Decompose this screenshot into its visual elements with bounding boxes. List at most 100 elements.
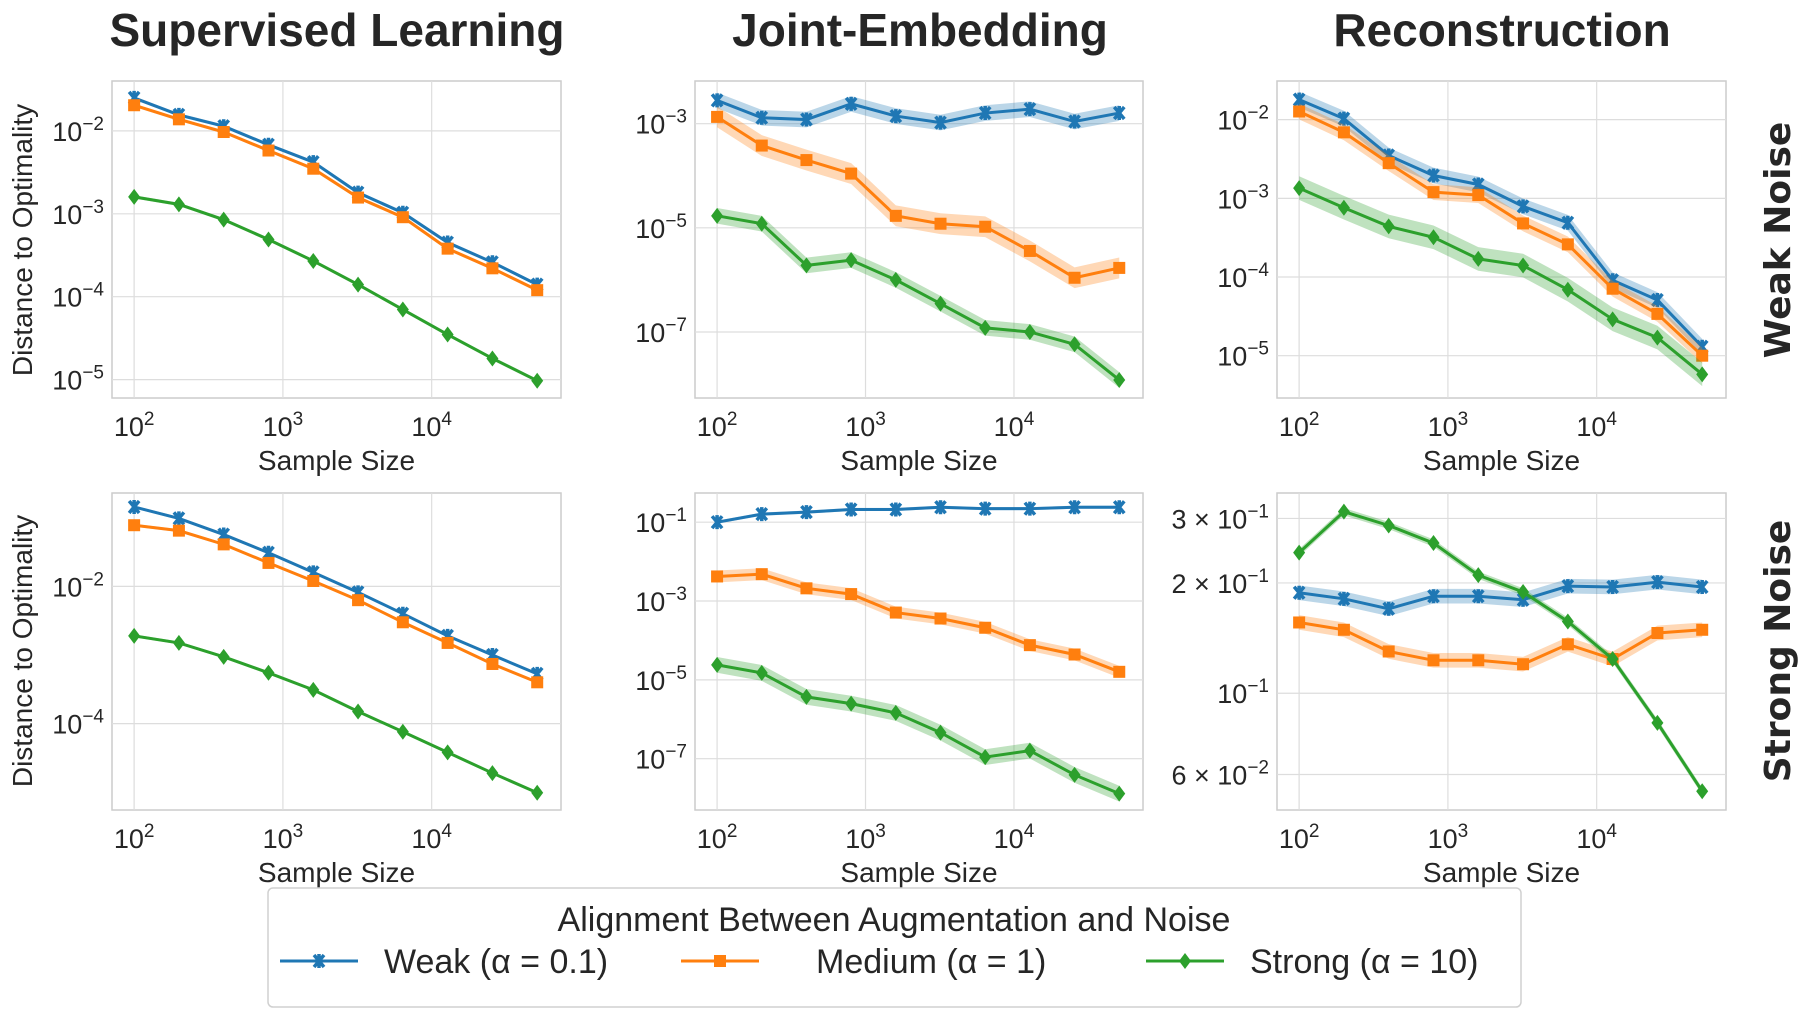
- data-point-weak: [934, 115, 947, 130]
- data-point-strong: [1113, 371, 1126, 388]
- x-tick-label: 104: [1576, 821, 1617, 854]
- series-line-medium: [133, 103, 538, 292]
- data-point-strong: [711, 656, 724, 673]
- series-line-strong: [1298, 509, 1704, 793]
- x-axis-label: Sample Size: [1423, 445, 1580, 476]
- data-point-medium: [217, 538, 230, 551]
- data-point-strong: [1472, 567, 1485, 584]
- data-point-strong: [1651, 714, 1664, 731]
- data-point-strong: [1696, 783, 1709, 800]
- data-point-medium: [1517, 658, 1530, 671]
- x-tick-label: 104: [411, 821, 452, 854]
- y-tick-label: 6 × 10−2: [1172, 757, 1270, 790]
- series-line-weak: [716, 98, 1120, 125]
- panel-3: 102 103 104 10−2 10−3 10−4 10−5 Sample Size: [1217, 80, 1727, 476]
- data-point-strong: [711, 207, 724, 224]
- data-point-strong: [486, 765, 499, 782]
- data-point-medium: [1606, 282, 1619, 295]
- data-point-weak: [1695, 579, 1709, 595]
- data-point-strong: [1561, 281, 1574, 298]
- series-line-strong: [716, 663, 1120, 796]
- legend-marker-weak: [312, 953, 326, 969]
- y-tick-label: 10−3: [1217, 181, 1269, 214]
- data-point-strong: [531, 784, 544, 801]
- data-point-weak: [1337, 591, 1351, 606]
- data-point-medium: [1517, 217, 1530, 230]
- confidence-band-weak: [1299, 91, 1703, 355]
- column-title-reconstruction: Reconstruction: [1333, 4, 1670, 56]
- data-point-strong: [1606, 650, 1619, 667]
- y-tick-label: 10−5: [635, 211, 687, 244]
- data-point-strong: [1606, 311, 1619, 328]
- x-axis-label: Sample Size: [1423, 857, 1580, 888]
- legend-label-medium: Medium (α = 1): [816, 943, 1046, 981]
- confidence-band-strong: [717, 656, 1120, 802]
- y-axis-label-row1: Distance to Optimality: [7, 104, 38, 376]
- y-tick-label: 10−3: [52, 197, 104, 230]
- row-label-strong-noise: Strong Noise: [1758, 520, 1799, 783]
- data-point-medium: [1382, 645, 1395, 658]
- data-point-medium: [845, 167, 858, 180]
- plot-area: [111, 80, 562, 399]
- series-line-weak: [133, 505, 538, 676]
- series-line-weak: [1298, 98, 1704, 348]
- data-point-medium: [172, 113, 185, 126]
- data-point-weak: [1651, 575, 1664, 590]
- y-tick-label: 10−4: [52, 707, 104, 740]
- legend: Alignment Between Augmentation and Noise…: [267, 887, 1522, 1008]
- data-point-weak: [1516, 199, 1530, 214]
- legend-label-weak: Weak (α = 0.1): [384, 943, 608, 981]
- series-line-medium: [717, 572, 1120, 674]
- data-point-medium: [128, 519, 141, 532]
- data-point-weak: [1337, 111, 1351, 126]
- data-point-medium: [128, 99, 141, 112]
- legend-label-strong: Strong (α = 10): [1250, 943, 1479, 981]
- data-point-medium: [307, 162, 320, 175]
- data-point-weak: [800, 112, 813, 127]
- data-point-weak: [1427, 168, 1440, 183]
- data-point-medium: [934, 612, 947, 625]
- data-point-weak: [844, 96, 858, 111]
- y-tick-label: 3 × 10−1: [1172, 501, 1270, 534]
- data-point-medium: [979, 621, 992, 634]
- data-point-medium: [396, 616, 409, 629]
- data-point-medium: [307, 574, 320, 587]
- x-tick-label: 104: [411, 409, 452, 442]
- data-point-weak: [710, 93, 724, 108]
- panel-1: 102 103 104 10−2 10−3 10−4 10−5 Sample Size: [52, 80, 562, 476]
- data-point-strong: [1113, 785, 1126, 802]
- legend-marker-strong: [1179, 953, 1191, 969]
- panel-2: 102 103 104 10−3 10−5 10−7 Sample Size: [635, 80, 1144, 476]
- confidence-band-weak: [717, 92, 1120, 131]
- data-point-medium: [934, 217, 947, 230]
- data-point-strong: [486, 350, 499, 367]
- legend-entry-strong: Strong (α = 10): [1146, 943, 1479, 981]
- data-point-weak: [1561, 579, 1575, 594]
- data-point-medium: [486, 657, 499, 670]
- x-tick-label: 103: [263, 409, 304, 442]
- data-point-strong: [1696, 366, 1709, 383]
- data-point-weak: [934, 500, 947, 515]
- y-tick-label: 2 × 10−1: [1172, 566, 1270, 599]
- data-point-weak: [978, 105, 992, 121]
- panel-6: 102 103 104 3 × 10−1 2 × 10−1 10−1 6 × 10−2 Sam…: [1172, 492, 1727, 888]
- data-point-medium: [262, 144, 275, 157]
- data-point-strong: [172, 634, 185, 651]
- data-point-medium: [1337, 126, 1350, 139]
- data-point-strong: [889, 271, 902, 288]
- y-tick-label: 10−5: [52, 363, 104, 396]
- data-point-medium: [845, 588, 858, 601]
- data-point-strong: [1427, 535, 1440, 552]
- data-point-medium: [1427, 186, 1440, 199]
- data-point-medium: [1113, 261, 1126, 274]
- data-point-strong: [307, 252, 320, 269]
- data-point-strong: [441, 744, 454, 761]
- data-point-strong: [1561, 613, 1574, 630]
- series-line-weak: [716, 505, 1120, 524]
- data-point-strong: [217, 211, 230, 228]
- x-tick-label: 104: [994, 821, 1035, 854]
- data-point-strong: [1517, 257, 1530, 274]
- x-tick-label: 103: [1428, 409, 1469, 442]
- data-point-medium: [486, 262, 499, 275]
- data-point-strong: [441, 326, 454, 343]
